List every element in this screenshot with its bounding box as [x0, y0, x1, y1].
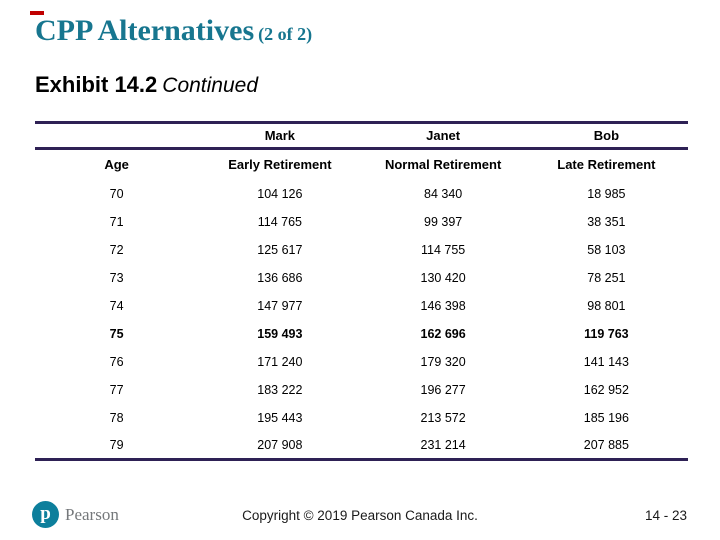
table-row: 76 171 240 179 320 141 143: [35, 348, 688, 376]
pearson-logo-letter: p: [40, 503, 51, 524]
group-header-bob: Bob: [593, 128, 620, 143]
early-retirement-value-cell: 136 686: [257, 270, 303, 285]
age-cell: 72: [109, 242, 124, 257]
column-header-row: Age Early Retirement Normal Retirement L…: [35, 149, 688, 180]
early-retirement-value-cell: 183 222: [257, 382, 303, 397]
group-header-blank: [35, 123, 198, 149]
table-row: 70 104 126 84 340 18 985: [35, 180, 688, 208]
late-retirement-value-cell: 78 251: [587, 270, 626, 285]
table-row: 77 183 222 196 277 162 952: [35, 376, 688, 404]
column-header-late-retirement: Late Retirement: [557, 157, 656, 173]
pearson-wordmark: Pearson: [65, 504, 119, 524]
normal-retirement-value-cell: 84 340: [424, 186, 463, 201]
age-cell: 77: [109, 382, 124, 397]
slide-title: CPP Alternatives (2 of 2): [35, 14, 312, 48]
normal-retirement-value-cell: 162 696: [420, 326, 466, 341]
late-retirement-value-cell: 58 103: [587, 242, 626, 257]
late-retirement-value-cell: 141 143: [583, 354, 629, 369]
copyright-text: Copyright © 2019 Pearson Canada Inc.: [242, 508, 478, 523]
table-row: 73 136 686 130 420 78 251: [35, 264, 688, 292]
exhibit-heading: Exhibit 14.2 Continued: [35, 72, 258, 98]
age-cell: 71: [109, 214, 124, 229]
red-dash-mark: [30, 11, 44, 15]
normal-retirement-value-cell: 213 572: [420, 410, 466, 425]
age-cell: 70: [109, 186, 124, 201]
late-retirement-value-cell: 185 196: [583, 410, 629, 425]
late-retirement-value-cell: 38 351: [587, 214, 626, 229]
early-retirement-value-cell: 125 617: [257, 242, 303, 257]
pearson-logo: p Pearson: [32, 501, 119, 528]
age-cell: 73: [109, 270, 124, 285]
age-cell: 76: [109, 354, 124, 369]
column-header-age: Age: [104, 157, 129, 173]
age-cell: 79: [109, 437, 124, 452]
early-retirement-value-cell: 195 443: [257, 410, 303, 425]
normal-retirement-value-cell: 146 398: [420, 298, 466, 313]
early-retirement-value-cell: 159 493: [257, 326, 303, 341]
age-cell: 78: [109, 410, 124, 425]
slide-title-suffix: (2 of 2): [258, 24, 313, 44]
normal-retirement-value-cell: 99 397: [424, 214, 463, 229]
slide-title-text: CPP Alternatives: [35, 14, 255, 47]
group-header-mark: Mark: [264, 128, 296, 143]
normal-retirement-value-cell: 231 214: [420, 437, 466, 452]
pearson-logo-icon: p: [32, 501, 59, 528]
early-retirement-value-cell: 171 240: [257, 354, 303, 369]
age-cell: 75: [109, 326, 124, 341]
column-header-normal-retirement: Normal Retirement: [384, 157, 502, 173]
person-header-row: Mark Janet Bob: [35, 123, 688, 149]
retirement-benefits-table: Mark Janet Bob Age Early Retirement Norm…: [35, 121, 688, 461]
table-row: 71 114 765 99 397 38 351: [35, 208, 688, 236]
late-retirement-value-cell: 18 985: [587, 186, 626, 201]
late-retirement-value-cell: 207 885: [583, 437, 629, 452]
early-retirement-value-cell: 147 977: [257, 298, 303, 313]
early-retirement-value-cell: 114 765: [257, 214, 302, 229]
normal-retirement-value-cell: 114 755: [420, 242, 466, 257]
normal-retirement-value-cell: 196 277: [420, 382, 466, 397]
page-number: 14 - 23: [644, 508, 687, 523]
table-row: 74 147 977 146 398 98 801: [35, 292, 688, 320]
table-row: 72 125 617 114 755 58 103: [35, 236, 688, 264]
group-header-janet: Janet: [426, 128, 461, 143]
exhibit-label: Exhibit 14.2: [35, 72, 158, 97]
age-cell: 74: [109, 298, 124, 313]
table-row: 75 159 493 162 696 119 763: [35, 320, 688, 348]
column-header-early-retirement: Early Retirement: [228, 157, 332, 173]
late-retirement-value-cell: 119 763: [584, 326, 629, 341]
exhibit-continued-label: Continued: [162, 74, 259, 97]
late-retirement-value-cell: 162 952: [583, 382, 629, 397]
normal-retirement-value-cell: 130 420: [420, 270, 466, 285]
early-retirement-value-cell: 104 126: [257, 186, 303, 201]
table-row: 79 207 908 231 214 207 885: [35, 432, 688, 460]
normal-retirement-value-cell: 179 320: [420, 354, 466, 369]
late-retirement-value-cell: 98 801: [587, 298, 626, 313]
early-retirement-value-cell: 207 908: [257, 437, 303, 452]
table-row: 78 195 443 213 572 185 196: [35, 404, 688, 432]
